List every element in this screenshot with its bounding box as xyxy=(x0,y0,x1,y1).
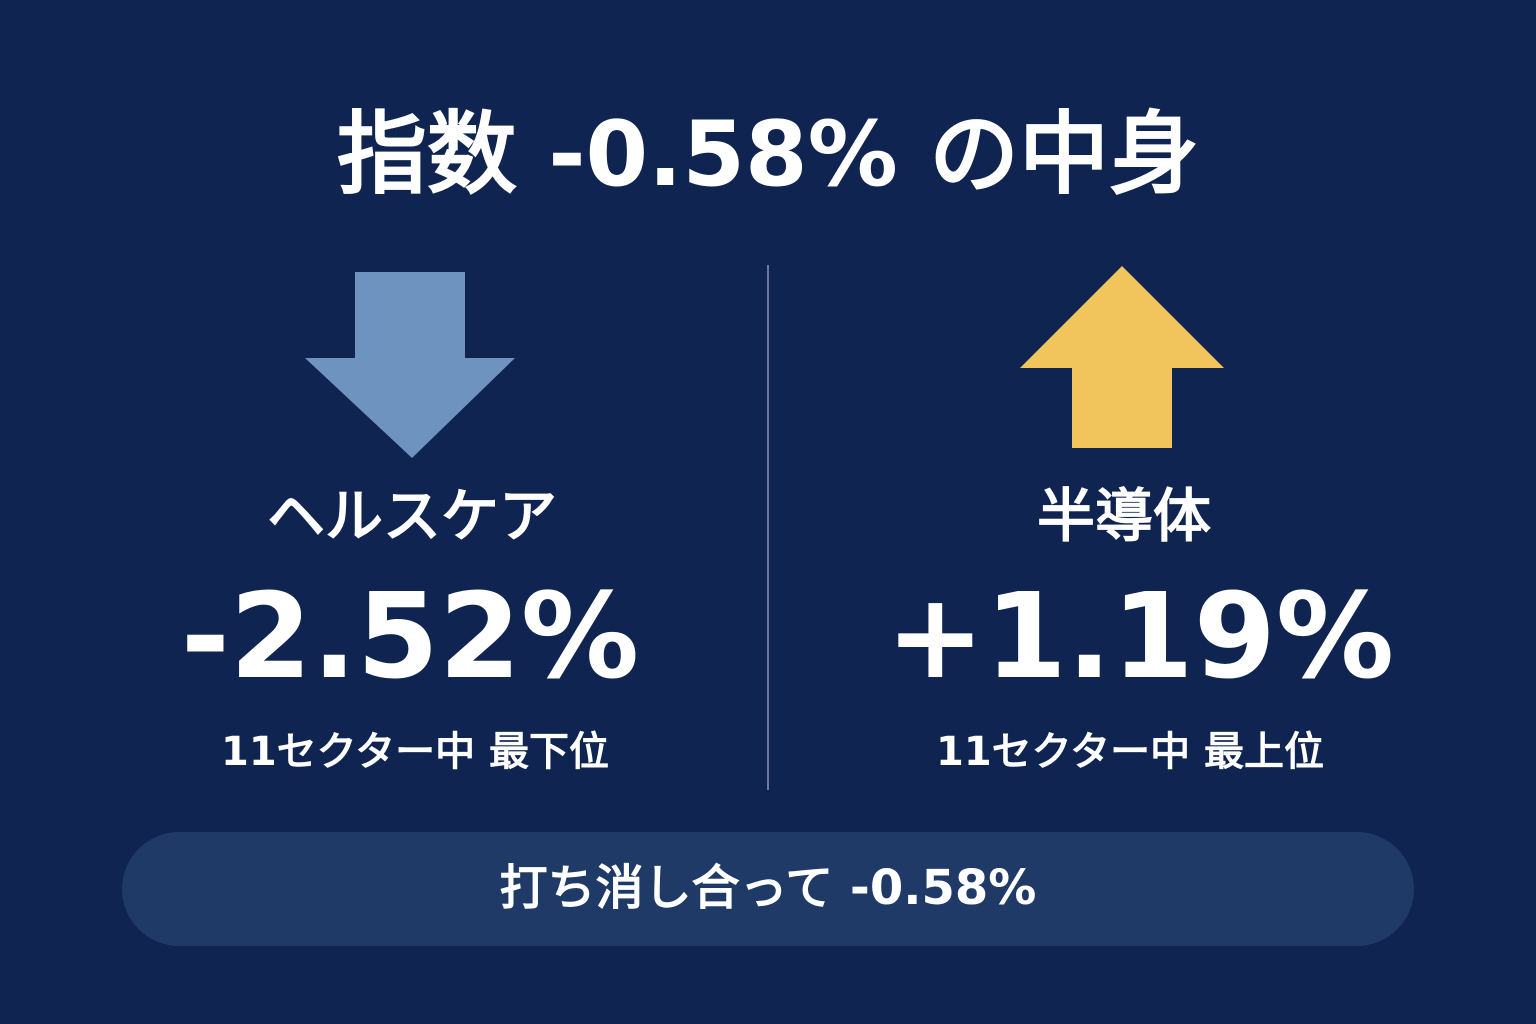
footer-pill xyxy=(122,832,1414,946)
panel-rank: 11セクター中 最下位 xyxy=(221,729,609,775)
panel-label: 半導体 xyxy=(1037,482,1211,550)
panel-value: +1.19% xyxy=(886,567,1394,705)
up-arrow xyxy=(1020,266,1224,448)
panel-value: -2.52% xyxy=(181,567,639,705)
panel-label: ヘルスケア xyxy=(267,482,557,550)
down-arrow xyxy=(305,272,515,458)
panel-rank: 11セクター中 最上位 xyxy=(936,729,1324,775)
title: 指数 -0.58% の中身 xyxy=(337,102,1199,207)
footer-text: 打ち消し合って -0.58% xyxy=(500,860,1037,916)
